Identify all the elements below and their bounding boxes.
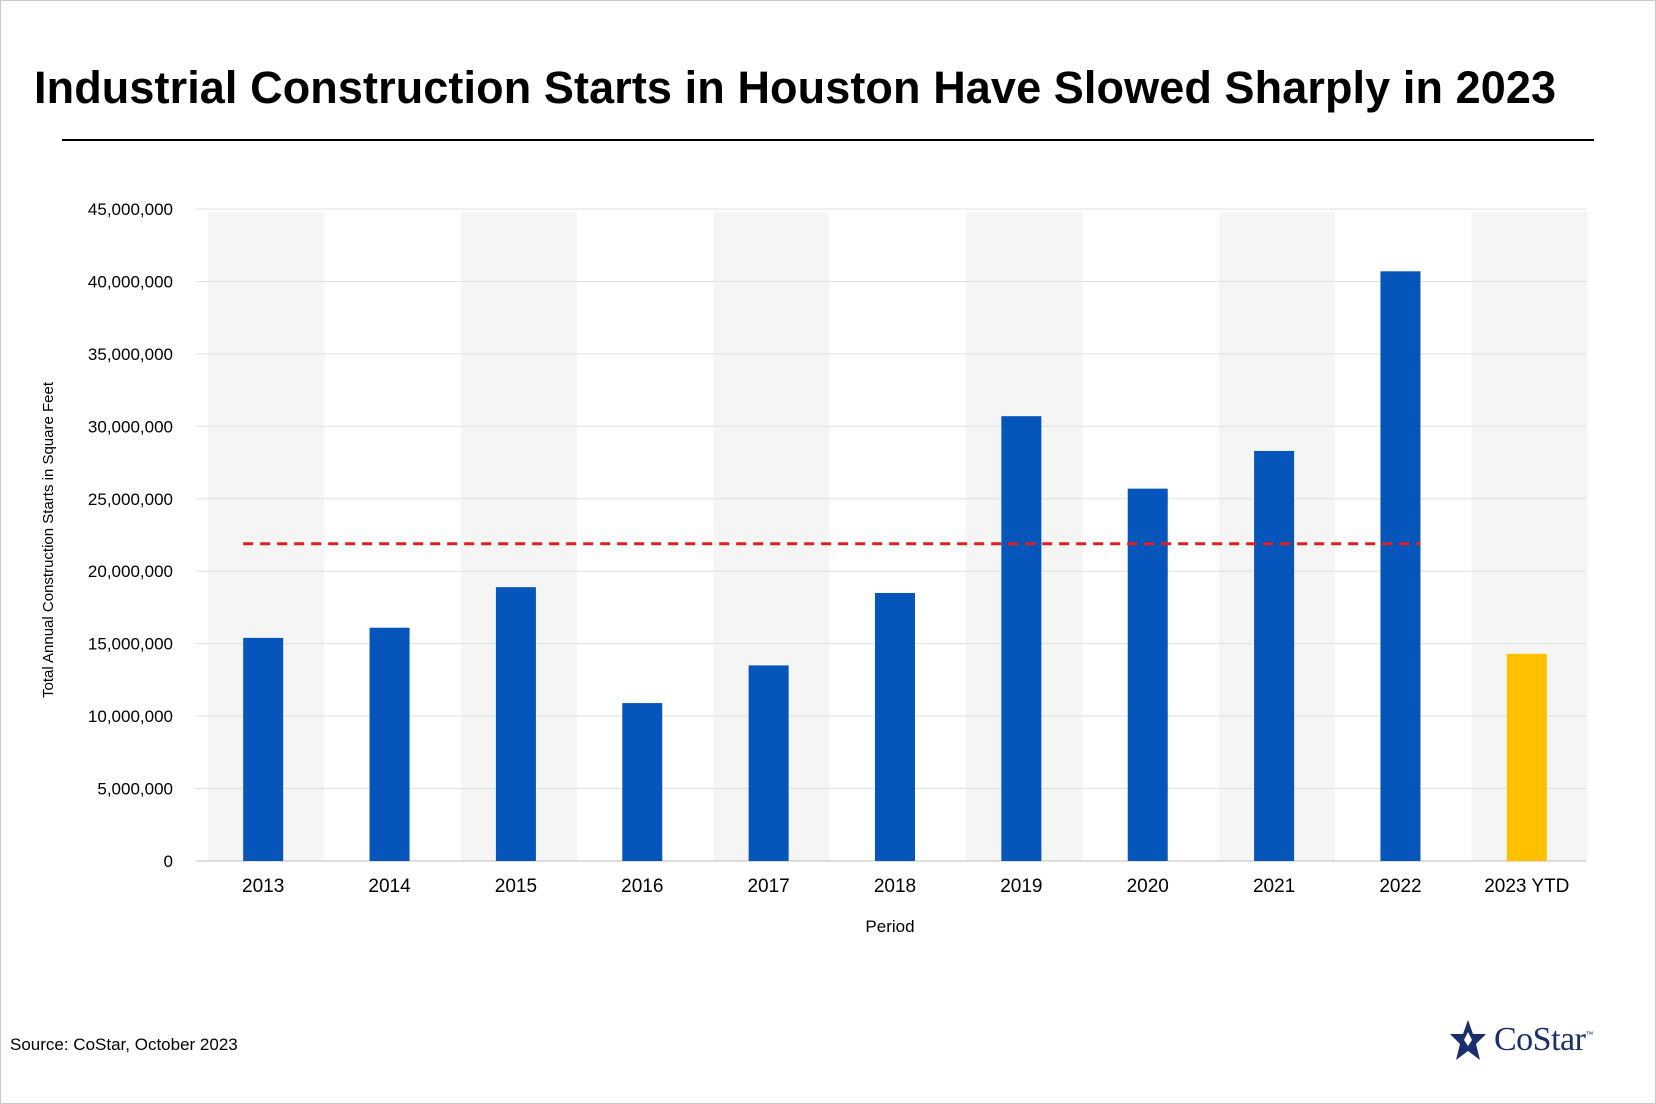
bar [495, 587, 536, 861]
y-tick-label: 30,000,000 [88, 417, 173, 436]
y-tick-label: 40,000,000 [88, 272, 173, 291]
costar-star-icon [1450, 1020, 1486, 1060]
y-tick-label: 15,000,000 [88, 635, 173, 654]
bar [622, 703, 663, 861]
x-tick-label: 2013 [242, 876, 284, 897]
x-tick-label: 2022 [1379, 876, 1421, 897]
y-tick-label: 25,000,000 [88, 490, 173, 509]
y-axis-title: Total Annual Construction Starts in Squa… [40, 381, 57, 698]
bar [1001, 416, 1042, 861]
x-tick-label: 2020 [1127, 876, 1169, 897]
bar [1254, 450, 1295, 861]
y-tick-label: 5,000,000 [97, 780, 173, 799]
bar [1506, 653, 1547, 861]
title-divider [62, 139, 1594, 141]
bar [875, 592, 915, 861]
y-tick-label: 35,000,000 [88, 345, 173, 364]
x-tick-label: 2015 [495, 876, 537, 897]
x-axis-title: Period [865, 917, 914, 936]
x-tick-label: 2023 YTD [1484, 876, 1569, 897]
y-tick-label: 45,000,000 [88, 200, 173, 219]
source-note: Source: CoStar, October 2023 [10, 1035, 238, 1054]
x-tick-label: 2021 [1253, 876, 1295, 897]
x-tick-label: 2018 [874, 876, 916, 897]
y-tick-label: 20,000,000 [88, 562, 173, 581]
y-tick-label: 10,000,000 [88, 707, 173, 726]
logo-text: CoStar [1494, 1021, 1586, 1058]
costar-logo: CoStar ™ [1448, 1018, 1593, 1062]
logo-trademark: ™ [1585, 1030, 1594, 1039]
bar [1127, 488, 1168, 861]
bar [1380, 271, 1421, 861]
y-tick-label: 0 [164, 852, 173, 871]
x-tick-label: 2016 [621, 876, 663, 897]
x-tick-label: 2019 [1000, 876, 1042, 897]
x-tick-label: 2014 [368, 876, 411, 897]
bar [748, 665, 789, 861]
bar [369, 627, 410, 861]
chart-title: Industrial Construction Starts in Housto… [34, 62, 1557, 113]
bar [243, 637, 284, 861]
x-tick-label: 2017 [747, 876, 789, 897]
